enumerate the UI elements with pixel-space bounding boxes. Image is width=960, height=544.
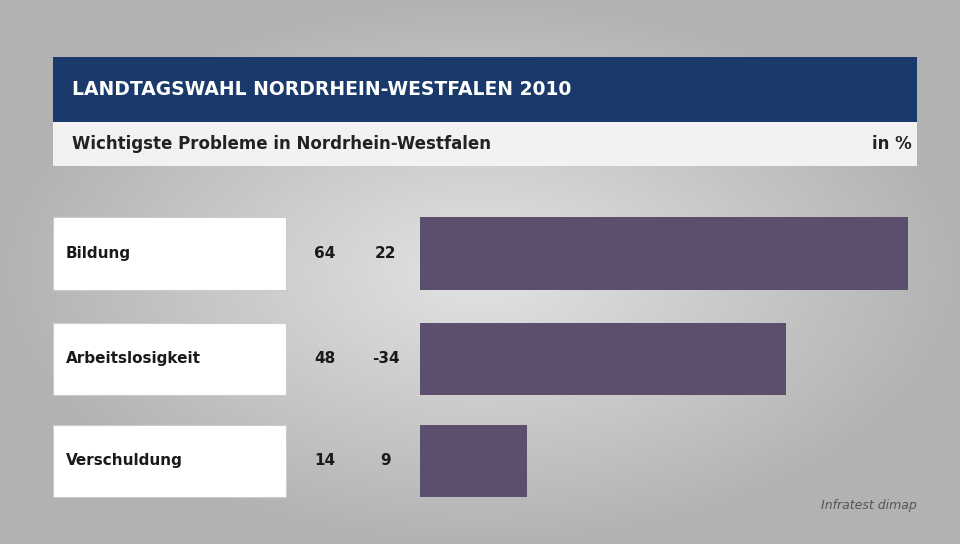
Text: Wichtigste Probleme in Nordrhein-Westfalen: Wichtigste Probleme in Nordrhein-Westfal…: [72, 135, 491, 153]
Text: 64: 64: [314, 246, 336, 261]
Text: LANDTAGSWAHL NORDRHEIN-WESTFALEN 2010: LANDTAGSWAHL NORDRHEIN-WESTFALEN 2010: [72, 81, 571, 99]
FancyBboxPatch shape: [53, 425, 286, 497]
Text: Arbeitslosigkeit: Arbeitslosigkeit: [65, 351, 201, 367]
FancyBboxPatch shape: [420, 218, 908, 290]
FancyBboxPatch shape: [53, 323, 286, 395]
Text: Verschuldung: Verschuldung: [65, 454, 182, 468]
Bar: [53, 57, 917, 122]
Text: 22: 22: [374, 246, 396, 261]
Text: in %: in %: [873, 135, 912, 153]
Text: Bildung: Bildung: [65, 246, 131, 261]
FancyBboxPatch shape: [53, 218, 286, 290]
FancyBboxPatch shape: [420, 425, 527, 497]
FancyBboxPatch shape: [420, 323, 786, 395]
Text: 14: 14: [314, 454, 336, 468]
Text: -34: -34: [372, 351, 399, 367]
Bar: [53, 122, 917, 166]
Text: Infratest dimap: Infratest dimap: [821, 499, 917, 512]
Text: 9: 9: [380, 454, 391, 468]
Text: 48: 48: [314, 351, 336, 367]
